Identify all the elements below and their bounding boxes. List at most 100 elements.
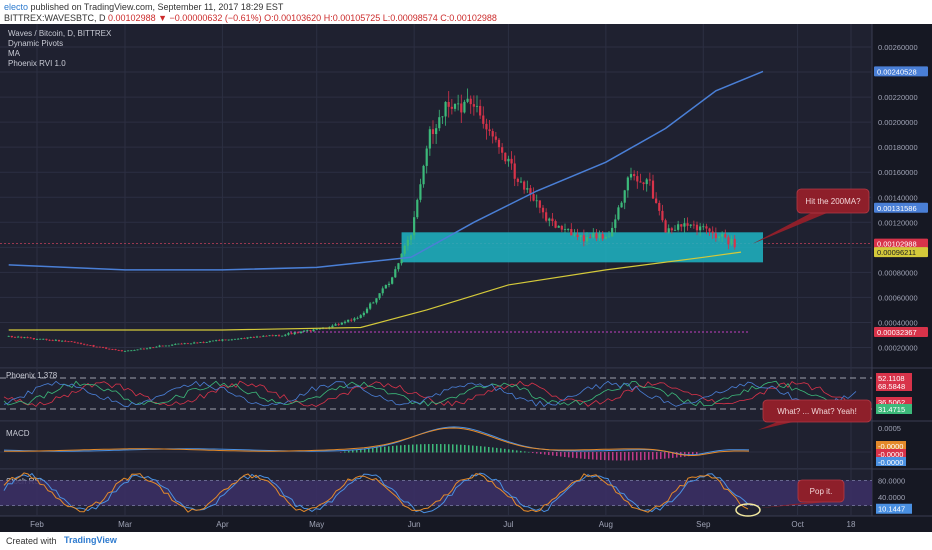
x-tick-label: Feb (30, 520, 44, 529)
x-tick-label: May (309, 520, 324, 529)
candle-up (211, 340, 215, 342)
macd-histogram-bar (636, 452, 638, 461)
candle-up (312, 329, 315, 332)
macd-histogram-bar (504, 448, 506, 453)
stoch-line (3, 472, 749, 513)
candle-down (551, 218, 554, 222)
phoenix-series-line (3, 380, 857, 407)
phoenix-level-label: 52.1108 (878, 374, 905, 383)
candle-up (240, 338, 243, 339)
candle-up (17, 336, 20, 338)
macd-histogram-bar (540, 452, 542, 455)
macd-histogram-bar (344, 451, 346, 453)
phoenix-series-line (3, 380, 857, 407)
candle-up (717, 236, 721, 238)
macd-histogram-bar (432, 444, 434, 453)
chart-area[interactable]: Feb Mar Apr May Jun Jul Aug Sep Oct 18 0.00260000 0… (0, 24, 932, 532)
candle-up (673, 229, 677, 231)
macd-histogram-bar (500, 448, 502, 453)
y-tick-label: 0.00220000 (878, 93, 918, 102)
candle-up (255, 336, 259, 338)
callout-200ma[interactable] (796, 188, 870, 214)
macd-histogram-bar (564, 452, 566, 457)
ma-fast-line (8, 70, 764, 271)
macd-title: MACD (6, 429, 30, 438)
y-tick-label: 0.00020000 (878, 343, 918, 352)
legend-entry: Waves / Bitcoin, D, BITTREX (8, 29, 112, 38)
callout-200ma-pointer (752, 213, 827, 244)
macd-line (3, 426, 750, 456)
candle-down (692, 224, 695, 226)
price-badge (874, 202, 928, 213)
callout-phoenix[interactable] (762, 399, 872, 423)
candle-up (563, 229, 567, 230)
macd-histogram-bar (488, 447, 490, 453)
candle-down (117, 350, 120, 351)
candle-up (136, 349, 139, 351)
macd-histogram-bar (640, 452, 642, 461)
macd-histogram-bar (480, 446, 482, 453)
author-link[interactable]: electo (4, 2, 29, 12)
x-tick-label: Apr (216, 520, 229, 529)
candle-down (680, 224, 683, 227)
callout-phoenix-pointer (758, 422, 793, 430)
macd-histogram-bar (592, 452, 594, 460)
candle-down (86, 344, 89, 346)
candle-down (431, 129, 435, 135)
candle-up (611, 227, 614, 237)
macd-histogram-bar (628, 452, 630, 461)
candle-up (35, 338, 39, 340)
phoenix-pane[interactable] (0, 369, 872, 421)
macd-histogram-bar (668, 452, 670, 459)
macd-histogram-bar (456, 444, 458, 453)
price-pane[interactable] (0, 24, 872, 368)
candle-up (281, 335, 284, 337)
candle-down (350, 319, 353, 321)
macd-histogram-bar (348, 450, 350, 453)
candle-down (79, 343, 83, 344)
candle-down (576, 234, 579, 237)
macd-histogram-bar (388, 446, 390, 453)
price-badge-label: 0.00131586 (877, 204, 917, 213)
chart-header: electo published on TradingView.com, Sep… (0, 0, 932, 24)
candle-up (287, 333, 290, 335)
candle-up (626, 177, 629, 191)
candle-up (268, 335, 271, 337)
candle-down (26, 337, 29, 339)
tradingview-logo[interactable]: TradingView (64, 535, 117, 545)
macd-histogram-bar (468, 445, 470, 453)
candle-up (441, 116, 444, 118)
support-zone[interactable] (401, 232, 763, 263)
stoch-badge (876, 503, 912, 514)
macd-badge (876, 457, 906, 466)
candle-down (105, 347, 108, 349)
candle-up (233, 338, 237, 340)
candle-down (101, 347, 105, 348)
candle-up (7, 335, 10, 337)
y-tick-label: 0.00140000 (878, 193, 918, 202)
candle-up (359, 315, 362, 318)
candle-up (303, 330, 306, 332)
macd-histogram-bar (356, 449, 358, 453)
candle-down (661, 210, 664, 221)
candle-down (92, 345, 95, 347)
macd-histogram-bar (560, 452, 562, 457)
candle-up (677, 224, 680, 230)
phoenix-level-badge (876, 404, 912, 414)
chart-svg[interactable]: Feb Mar Apr May Jun Jul Aug Sep Oct 18 0.00260000 0… (0, 24, 932, 532)
candle-up (230, 339, 233, 341)
macd-histogram-bar (620, 452, 622, 461)
callout-stoch[interactable] (797, 479, 845, 503)
ohlc-values: O:0.00103620 H:0.00105725 L:0.00098574 C… (264, 13, 497, 23)
candle-down (252, 337, 255, 338)
price-badge (874, 66, 928, 77)
macd-histogram-bar (524, 451, 526, 453)
candle-down (711, 231, 714, 234)
x-tick-label: Aug (599, 520, 613, 529)
candle-down (538, 200, 541, 208)
candle-down (714, 233, 717, 238)
macd-histogram-bar (412, 444, 414, 453)
candle-up (585, 237, 589, 242)
candle-up (378, 293, 381, 299)
macd-histogram-bar (424, 444, 426, 453)
